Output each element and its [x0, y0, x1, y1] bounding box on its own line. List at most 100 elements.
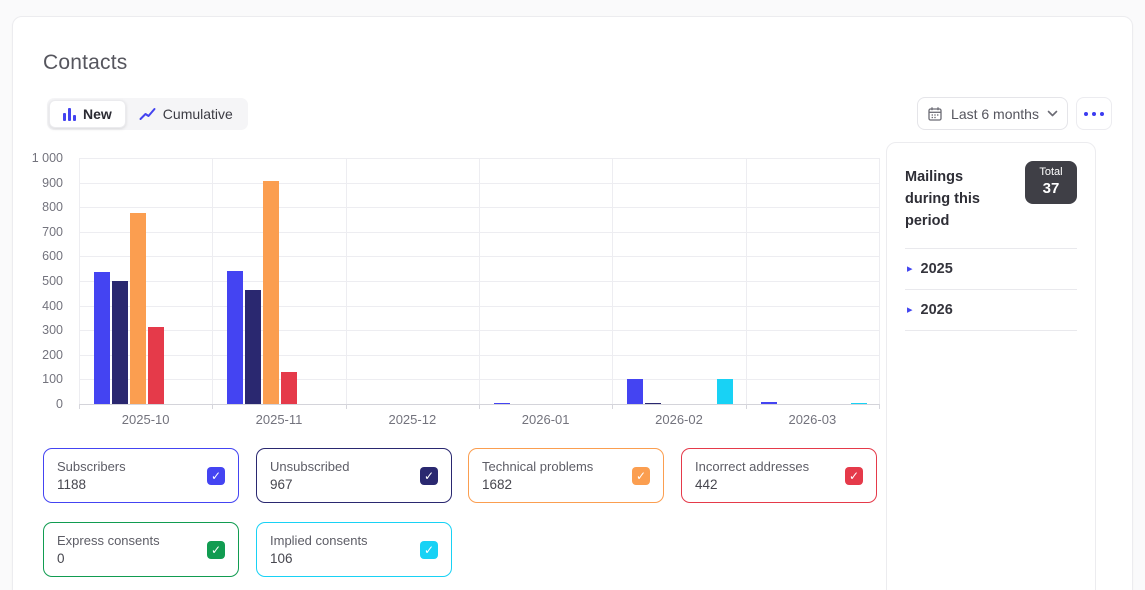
gridline [212, 158, 214, 404]
expand-arrow-icon: ▸ [907, 303, 913, 316]
y-tick-label: 800 [42, 200, 63, 215]
ellipsis-icon [1084, 111, 1088, 116]
line-chart-icon [139, 107, 156, 121]
y-tick-label: 600 [42, 249, 63, 264]
x-tick [479, 404, 480, 409]
total-badge: Total 37 [1025, 161, 1077, 204]
x-tick-label: 2026-01 [521, 412, 570, 427]
bar-technical-problems[interactable] [130, 213, 146, 404]
toggle-new-button[interactable]: New [49, 100, 126, 128]
legend-card-technical-problems[interactable]: Technical problems 1682 ✓ [468, 448, 664, 503]
total-label: Total [1039, 166, 1063, 179]
legend-value: 1188 [57, 477, 87, 492]
bar-implied-consents[interactable] [717, 379, 734, 404]
y-tick-label: 100 [42, 372, 63, 387]
year-item-2025[interactable]: ▸ 2025 [905, 249, 1077, 291]
y-tick-label: 900 [42, 175, 63, 190]
legend-value: 1682 [482, 477, 513, 492]
legend-card-unsubscribed[interactable]: Unsubscribed 967 ✓ [256, 448, 452, 503]
period-label: Last 6 months [951, 105, 1039, 122]
legend-value: 0 [57, 551, 65, 566]
legend-checkbox[interactable]: ✓ [420, 466, 438, 485]
x-tick-label: 2026-03 [788, 412, 837, 427]
year-label: 2026 [920, 302, 953, 319]
bar-subscribers[interactable] [494, 403, 510, 404]
legend-label: Unsubscribed [270, 459, 350, 474]
bar-chart [79, 158, 880, 409]
legend-checkbox[interactable]: ✓ [845, 466, 863, 485]
x-tick-label: 2025-10 [121, 412, 170, 427]
legend-label: Subscribers [57, 459, 126, 474]
bar-unsubscribed[interactable] [112, 281, 128, 404]
bar-unsubscribed[interactable] [245, 290, 262, 404]
toggle-new-label: New [83, 106, 112, 122]
total-value: 37 [1042, 180, 1060, 197]
legend-value: 442 [695, 477, 718, 492]
year-list: ▸ 2025 ▸ 2026 [905, 249, 1077, 332]
mailings-panel: Mailings during this period Total 37 ▸ 20… [886, 142, 1096, 590]
calendar-icon [927, 106, 943, 122]
x-tick [612, 404, 614, 409]
gridline [879, 158, 880, 404]
x-tick [879, 404, 880, 409]
y-tick-label: 400 [42, 298, 63, 313]
legend-label: Technical problems [482, 459, 594, 474]
bar-subscribers[interactable] [760, 402, 777, 404]
x-tick [345, 404, 347, 409]
y-tick-label: 500 [42, 274, 63, 288]
x-tick-label: 2026-02 [655, 412, 703, 427]
mailings-title: Mailings during this period [905, 169, 980, 229]
legend-label: Implied consents [270, 533, 368, 548]
bar-chart-icon [63, 107, 76, 121]
view-toggle: New Cumulative [47, 98, 248, 130]
gridline [479, 158, 480, 404]
x-tick [212, 404, 214, 409]
bar-incorrect-addresses[interactable] [281, 372, 298, 404]
legend-label: Incorrect addresses [695, 459, 810, 474]
bar-subscribers[interactable] [227, 270, 244, 404]
expand-arrow-icon: ▸ [907, 262, 913, 275]
toggle-cumulative-label: Cumulative [162, 106, 233, 122]
chevron-down-icon [1047, 110, 1058, 117]
y-tick-label: 0 [56, 397, 63, 411]
gridline [612, 158, 614, 404]
legend-card-incorrect-addresses[interactable]: Incorrect addresses 442 ✓ [681, 448, 877, 503]
gridline [345, 158, 347, 404]
legend-card-implied-consents[interactable]: Implied consents 106 ✓ [256, 522, 452, 577]
y-tick-label: 700 [42, 224, 63, 239]
gridline [79, 158, 80, 404]
y-tick-label: 300 [42, 323, 63, 338]
legend-checkbox[interactable]: ✓ [420, 540, 438, 559]
bar-subscribers[interactable] [627, 379, 644, 404]
chart-y-axis: 0 100 200 300 400 500 600 700 800 900 1 000 [13, 151, 71, 411]
gridline [745, 158, 747, 404]
x-tick [745, 404, 747, 409]
legend-label: Express consents [57, 533, 160, 548]
period-select[interactable]: Last 6 months [917, 97, 1068, 130]
x-tick [79, 404, 80, 409]
y-tick-label: 1 000 [31, 151, 63, 165]
bar-unsubscribed[interactable] [645, 402, 662, 404]
x-tick-label: 2025-12 [388, 412, 437, 427]
legend-value: 967 [270, 477, 293, 492]
chart-x-axis: 2025-10 2025-11 2025-12 2026-01 2026-02 2026-… [79, 412, 879, 428]
x-tick-label: 2025-11 [255, 412, 303, 427]
legend-card-subscribers[interactable]: Subscribers 1188 ✓ [43, 448, 239, 503]
legend-value: 106 [270, 551, 293, 566]
bar-subscribers[interactable] [94, 271, 110, 404]
year-item-2026[interactable]: ▸ 2026 [905, 290, 1077, 332]
page-title: Contacts [43, 51, 128, 74]
bar-implied-consents[interactable] [850, 402, 867, 404]
legend-checkbox[interactable]: ✓ [632, 466, 650, 485]
more-options-button[interactable] [1076, 97, 1112, 130]
toggle-cumulative-button[interactable]: Cumulative [126, 100, 246, 128]
bar-technical-problems[interactable] [263, 180, 280, 404]
legend-checkbox[interactable]: ✓ [207, 466, 225, 485]
year-label: 2025 [920, 261, 953, 278]
legend-checkbox[interactable]: ✓ [207, 540, 225, 559]
bar-incorrect-addresses[interactable] [148, 327, 164, 404]
y-tick-label: 200 [42, 347, 63, 362]
legend-card-express-consents[interactable]: Express consents 0 ✓ [43, 522, 239, 577]
mailings-header: Mailings during this period Total 37 [905, 161, 1077, 250]
